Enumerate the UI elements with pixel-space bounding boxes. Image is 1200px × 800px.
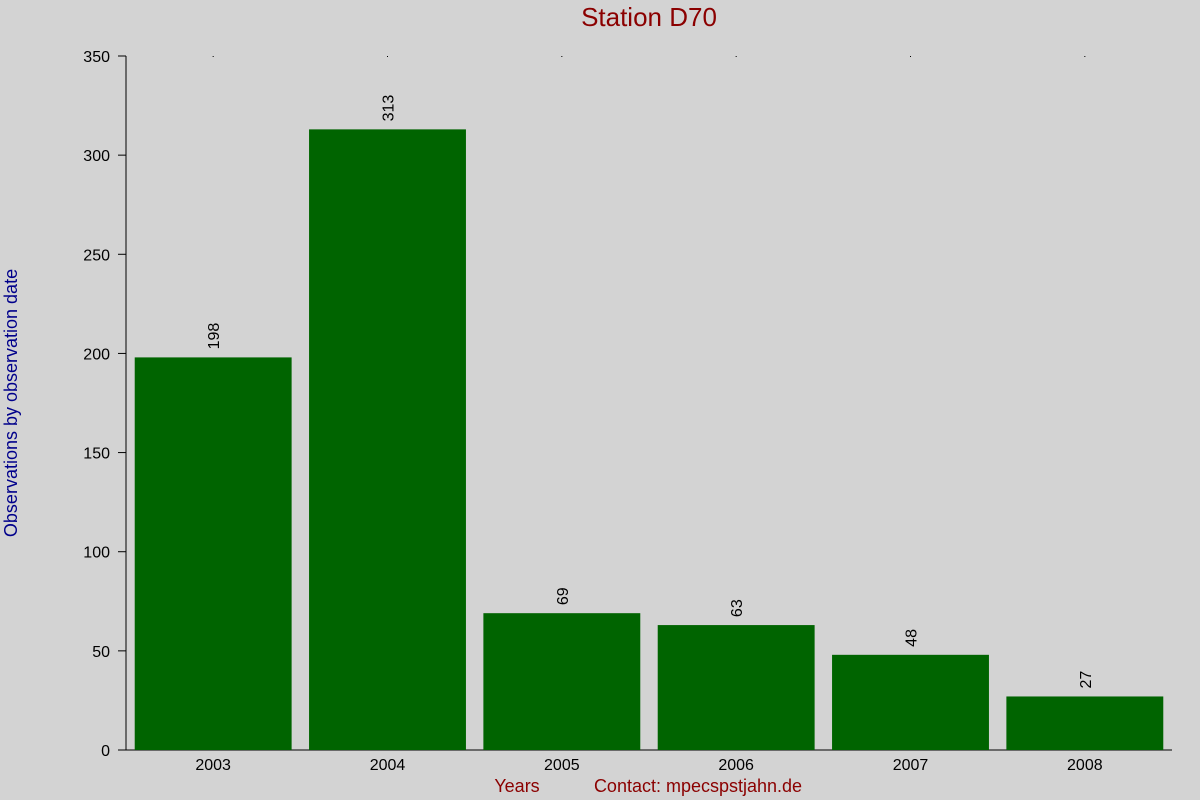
bar [832,654,989,750]
data-label: 48 [904,629,921,647]
x-tick-label: 2003 [195,757,231,774]
annotation: Contact: mpecspstjahn.de [594,776,802,796]
bar [657,625,815,750]
y-tick-label: 100 [83,545,110,562]
chart-title: Station D70 [581,2,717,32]
y-tick-label: 300 [83,148,110,165]
bar [1006,696,1164,750]
y-tick-label: 150 [83,446,110,463]
data-label: 69 [555,587,572,605]
bar [483,613,641,750]
y-tick-label: 250 [83,247,110,264]
y-tick-label: 200 [83,346,110,363]
data-label: 198 [206,323,223,350]
x-tick-label: 2006 [718,757,754,774]
y-tick-label: 350 [83,49,110,66]
y-tick-label: 50 [92,644,110,661]
data-label: 27 [1078,671,1095,689]
x-tick-label: 2005 [544,757,580,774]
bar [134,357,292,750]
data-label: 63 [729,599,746,617]
bar [309,129,466,750]
x-tick-label: 2007 [893,757,929,774]
y-tick-label: 0 [101,743,110,760]
x-axis-label: Years [494,776,539,796]
x-tick-label: 2004 [370,757,406,774]
x-tick-label: 2008 [1067,757,1103,774]
data-label: 313 [381,95,398,122]
y-axis-label: Observations by observation date [1,269,21,537]
